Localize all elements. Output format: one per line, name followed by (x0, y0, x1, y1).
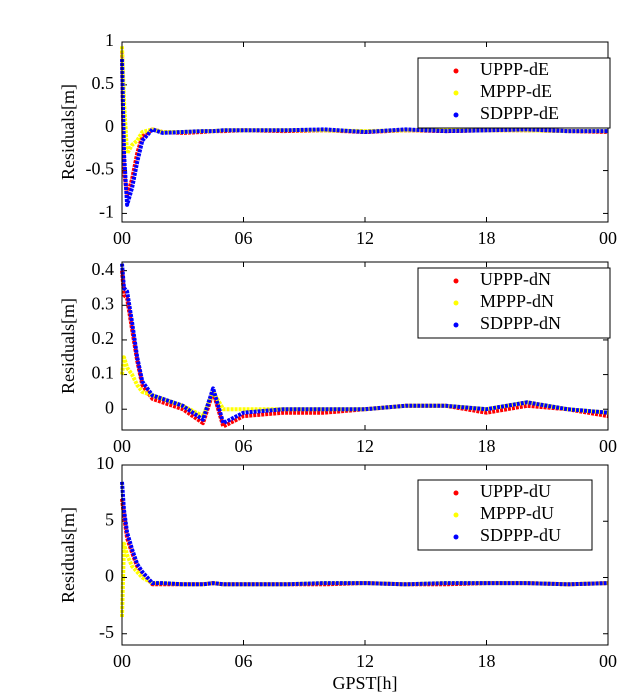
y-tick-label: -1 (99, 202, 114, 222)
y-tick-label: 0.2 (92, 328, 115, 348)
y-tick-label: -5 (99, 622, 114, 642)
x-tick-label: 12 (356, 436, 374, 456)
legend-marker (453, 90, 459, 96)
y-axis-label: Residuals[m] (58, 84, 78, 180)
legend-marker (453, 278, 459, 284)
series-line (120, 263, 609, 426)
legend-marker (453, 512, 459, 518)
y-tick-label: 0 (105, 116, 114, 136)
x-tick-label: 00 (113, 436, 131, 456)
y-tick-label: 1 (105, 30, 114, 50)
legend-label: SDPPP-dE (480, 103, 559, 123)
y-axis-label: Residuals[m] (58, 507, 78, 603)
x-tick-label: 06 (235, 436, 253, 456)
legend-label: UPPP-dN (480, 269, 551, 289)
legend-label: UPPP-dU (480, 481, 551, 501)
x-tick-label: 12 (356, 228, 374, 248)
legend-label: SDPPP-dN (480, 313, 561, 333)
legend-marker (453, 68, 459, 74)
axes-box (121, 464, 609, 646)
y-tick-label: 0.5 (92, 73, 115, 93)
y-tick-label: 0.4 (92, 259, 115, 279)
legend-marker (453, 112, 459, 118)
legend-marker (453, 534, 459, 540)
legend-marker (453, 322, 459, 328)
series-line (120, 59, 608, 207)
y-tick-label: 0.3 (92, 293, 115, 313)
x-tick-label: 18 (478, 228, 496, 248)
y-tick-label: 10 (96, 453, 114, 473)
x-tick-label: 06 (235, 228, 253, 248)
x-tick-label: 00 (599, 436, 617, 456)
legend-box (417, 479, 593, 551)
series-line (120, 481, 609, 587)
legend-label: SDPPP-dU (480, 525, 561, 545)
legend-label: MPPP-dE (480, 81, 552, 101)
x-tick-label: 06 (235, 651, 253, 671)
axes-box (121, 41, 609, 223)
x-tick-label: 00 (113, 651, 131, 671)
x-tick-label: 12 (356, 651, 374, 671)
axes-box (121, 261, 609, 431)
legend-box (417, 267, 611, 339)
legend-label: MPPP-dN (480, 291, 554, 311)
x-tick-label: 18 (478, 651, 496, 671)
legend-label: MPPP-dU (480, 503, 554, 523)
y-tick-label: -0.5 (86, 159, 115, 179)
y-axis-label: Residuals[m] (58, 298, 78, 394)
x-tick-label: 00 (599, 651, 617, 671)
legend-box (417, 57, 611, 129)
y-tick-label: 0 (105, 566, 114, 586)
legend-marker (453, 300, 459, 306)
y-tick-label: 0 (105, 397, 114, 417)
legend-label: UPPP-dE (480, 59, 549, 79)
x-tick-label: 00 (113, 228, 131, 248)
x-axis-label: GPST[h] (332, 673, 397, 693)
legend-marker (453, 490, 459, 496)
x-tick-label: 00 (599, 228, 617, 248)
y-tick-label: 5 (105, 509, 114, 529)
x-tick-label: 18 (478, 436, 496, 456)
y-tick-label: 0.1 (92, 363, 115, 383)
